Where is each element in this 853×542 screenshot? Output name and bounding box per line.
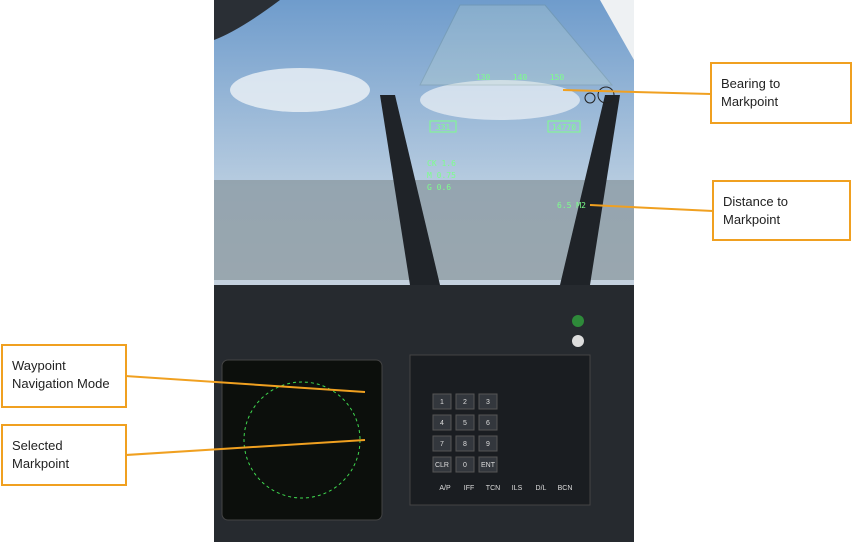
- key-label: 3: [486, 399, 490, 406]
- key-label: 5: [463, 420, 467, 427]
- ufc-button: BCN: [558, 485, 573, 492]
- key: [478, 435, 498, 452]
- callout-line: [562, 89, 712, 95]
- key: [432, 393, 452, 410]
- key-label: 1: [440, 399, 444, 406]
- key-label: 4: [440, 420, 444, 427]
- key: [478, 456, 498, 473]
- callout-box: [710, 62, 852, 124]
- ufc-button: A/P: [439, 485, 451, 492]
- callout-line: [125, 375, 366, 393]
- callout-line: [589, 204, 714, 212]
- key: [455, 414, 475, 431]
- key: [432, 435, 452, 452]
- key-label: 9: [486, 441, 490, 448]
- callout-text: Bearing to: [721, 76, 780, 91]
- ufc-button: TCN: [486, 485, 500, 492]
- callout-text: Markpoint: [721, 94, 778, 109]
- key: [455, 393, 475, 410]
- callout-text: Navigation Mode: [12, 376, 110, 391]
- key-label: 0: [463, 462, 467, 469]
- heading-tick: 130: [476, 73, 491, 82]
- callout-box: [1, 344, 127, 408]
- mach-row: M 0.75: [427, 171, 456, 180]
- cockpit-view: [214, 0, 634, 542]
- key: [432, 414, 452, 431]
- callout-text: Waypoint: [12, 358, 66, 373]
- key: [455, 435, 475, 452]
- mach-row: CK 1.6: [427, 159, 456, 168]
- hud: 130 140 150 331 14770 6.5 M2 CK 1.6 M 0.75 G 0.6: [427, 73, 586, 210]
- key-label: 6: [486, 420, 490, 427]
- callout-line: [125, 439, 366, 456]
- ufc-button: D/L: [536, 485, 547, 492]
- ufc-button: IFF: [464, 485, 475, 492]
- speed: 331: [436, 123, 451, 132]
- key-label: 8: [463, 441, 467, 448]
- ufc: 1 2 3 4 5 6 7 8 9 CLR 0 ENT A/P IFF TCN ILS D/L BCN: [432, 393, 573, 492]
- key: [432, 456, 452, 473]
- callout-text: Markpoint: [12, 456, 69, 471]
- callout-box: [712, 180, 851, 241]
- key-label: CLR: [435, 462, 449, 469]
- key: [478, 414, 498, 431]
- heading-tick: 150: [550, 73, 565, 82]
- mach-row: G 0.6: [427, 183, 451, 192]
- distance: 6.5 M2: [557, 201, 586, 210]
- ufc-button: ILS: [512, 485, 523, 492]
- callout-text: Distance to: [723, 194, 788, 209]
- callouts: Bearing to Markpoint Distance to Markpoint W…: [1, 62, 852, 486]
- altitude: 14770: [552, 123, 576, 132]
- key: [455, 456, 475, 473]
- key: [478, 393, 498, 410]
- key-label: 7: [440, 441, 444, 448]
- callout-text: Selected: [12, 438, 63, 453]
- callout-text: Markpoint: [723, 212, 780, 227]
- callout-box: [1, 424, 127, 486]
- heading-tick: 140: [513, 73, 528, 82]
- key-label: 2: [463, 399, 467, 406]
- key-label: ENT: [481, 462, 496, 469]
